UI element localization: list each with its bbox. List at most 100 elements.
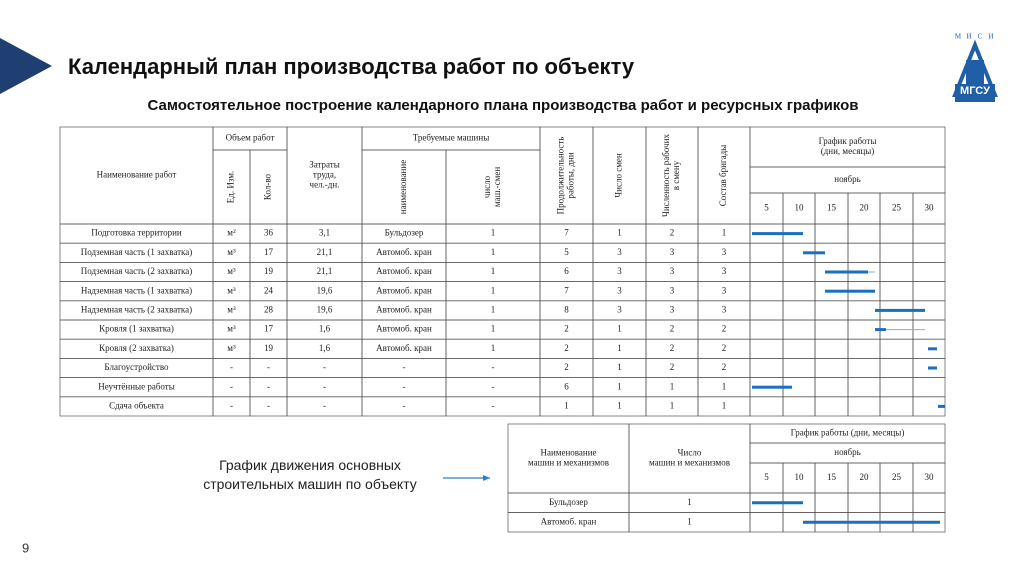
gantt-bar (938, 404, 945, 408)
table-cell-text: 2 (722, 324, 727, 334)
table-cell-text: 2 (564, 324, 569, 334)
table-cell-text: - (403, 400, 406, 410)
table-cell-text: 1 (670, 400, 675, 410)
header-cell: (дни, месяцы) (821, 146, 875, 156)
table-cell-text: 3 (670, 266, 675, 276)
table-cell (847, 396, 881, 417)
header-cell: Число смен (614, 153, 624, 198)
table-cell-text: 3 (617, 285, 622, 295)
table-cell (912, 377, 946, 398)
day-label: 25 (892, 203, 902, 213)
table-cell (782, 262, 816, 282)
day-label: 20 (860, 472, 870, 482)
table-cell-text: 5 (564, 247, 569, 257)
table-cell-text: Подготовка территории (91, 228, 182, 238)
table-cell-text: 19 (264, 343, 274, 353)
table-cell (847, 492, 881, 513)
table-cell-text: 1 (617, 400, 622, 410)
table-cell-text: 17 (264, 247, 274, 257)
caption-line: График движения основных (219, 457, 401, 473)
table-cell (879, 338, 914, 359)
gantt-bar (803, 520, 940, 524)
logo-letter: И (966, 33, 971, 41)
header-cell: чел.-дн. (310, 180, 340, 190)
header-cell: работы, дни (566, 152, 576, 198)
table-cell (847, 338, 881, 359)
table-cell-text: м³ (227, 266, 236, 276)
table-cell-text: 1 (670, 381, 675, 391)
table-cell-text: 24 (264, 285, 274, 295)
header-cell: Число (678, 448, 702, 458)
table-cell-text: - (492, 381, 495, 391)
header-cell: число (482, 175, 492, 198)
table-cell-text: 21,1 (317, 247, 333, 257)
header-cell: Продолжительность (556, 137, 566, 215)
table-cell-text: - (323, 381, 326, 391)
logo-letter: И (988, 33, 993, 41)
gantt-bar (928, 347, 937, 351)
header-cell: Наименование работ (97, 170, 177, 180)
table-cell (879, 223, 914, 244)
day-label: 20 (860, 203, 870, 213)
table-cell-text: 2 (670, 324, 675, 334)
table-cell-text: Автомоб. кран (376, 266, 432, 276)
subtitle: Самостоятельное построение календарного … (147, 97, 858, 114)
table-cell (782, 319, 816, 340)
table-cell (749, 262, 784, 282)
table-cell-text: 1 (687, 497, 692, 507)
table-cell (814, 223, 849, 244)
header-cell: Объем работ (226, 133, 275, 143)
arrow-head (483, 475, 490, 481)
table-cell-text: Бульдозер (385, 228, 424, 238)
table-cell (912, 492, 946, 513)
page-number: 9 (22, 540, 29, 555)
table-cell-text: м³ (227, 285, 236, 295)
table-cell-text: м³ (227, 324, 236, 334)
table-cell (814, 358, 849, 378)
header-cell: машин и механизмов (649, 458, 730, 468)
table-cell-text: 1 (491, 324, 496, 334)
accent-triangle (0, 38, 52, 94)
table-cell-text: 1,6 (319, 343, 331, 353)
gantt-bar (752, 501, 803, 505)
table-cell (749, 358, 784, 378)
table-cell-text: 2 (564, 362, 569, 372)
table-cell-text: 1 (491, 228, 496, 238)
table-cell (879, 281, 914, 302)
table-cell (749, 300, 784, 321)
table-cell-text: Автомоб. кран (541, 516, 597, 526)
table-cell-text: 3 (722, 266, 727, 276)
table-cell-text: м³ (227, 304, 236, 314)
table-cell-text: Бульдозер (549, 497, 588, 507)
table-cell-text: м² (227, 228, 236, 238)
table-cell-text: 7 (564, 228, 569, 238)
table-cell-text: 6 (564, 381, 569, 391)
table-cell (814, 338, 849, 359)
table-cell-text: 3 (617, 266, 622, 276)
table-cell (847, 358, 881, 378)
table-cell (879, 242, 914, 263)
table-cell-text: - (267, 362, 270, 372)
table-cell-text: 2 (722, 362, 727, 372)
table-cell (782, 300, 816, 321)
table-cell-text: 1 (722, 381, 727, 391)
header-cell: Численность рабочих (661, 134, 671, 217)
table-cell-text: 2 (670, 343, 675, 353)
table-cell-text: 1 (617, 381, 622, 391)
table-cell-text: - (403, 362, 406, 372)
day-label: 25 (892, 472, 902, 482)
day-label: 15 (827, 472, 837, 482)
gantt-bar (803, 251, 825, 255)
table-cell (782, 358, 816, 378)
header-cell: машин и механизмов (528, 458, 609, 468)
table-cell-text: - (230, 362, 233, 372)
table-cell-text: 3 (617, 247, 622, 257)
header-cell: Состав бригады (718, 145, 728, 206)
table-cell-text: 7 (564, 285, 569, 295)
table-cell (912, 281, 946, 302)
table-cell-text: 17 (264, 324, 274, 334)
table-cell-text: 19,6 (317, 285, 333, 295)
table-cell (814, 396, 849, 417)
table-cell-text: Подземная часть (1 захватка) (81, 247, 193, 257)
table-cell-text: Автомоб. кран (376, 304, 432, 314)
